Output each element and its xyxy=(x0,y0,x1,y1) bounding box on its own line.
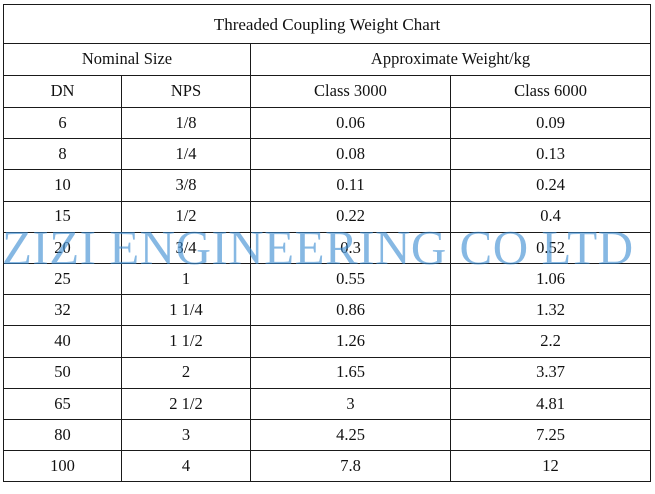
approximate-weight-header: Approximate Weight/kg xyxy=(249,43,652,76)
cell-nps: 3/8 xyxy=(121,169,251,202)
cell-class-6000: 7.25 xyxy=(449,418,652,452)
cell-class-6000: 1.32 xyxy=(449,294,652,327)
cell-class-6000: 0.52 xyxy=(449,231,652,264)
cell-class-3000: 0.22 xyxy=(250,200,451,233)
cell-nps: 4 xyxy=(121,450,251,483)
cell-class-6000: 12 xyxy=(449,450,652,483)
table-title: Threaded Coupling Weight Chart xyxy=(2,4,652,44)
cell-nps: 3 xyxy=(121,418,251,452)
cell-class-6000: 0.24 xyxy=(449,169,652,202)
cell-class-3000: 4.25 xyxy=(250,418,451,452)
column-header-class-3000: Class 3000 xyxy=(250,75,451,108)
table-row: 20 3/4 0.3 0.52 xyxy=(3,231,652,264)
cell-nps: 2 1/2 xyxy=(121,387,251,420)
table-row: 32 1 1/4 0.86 1.32 xyxy=(3,294,652,327)
cell-nps: 2 xyxy=(121,356,251,389)
cell-class-3000: 0.08 xyxy=(250,138,451,171)
cell-nps: 1 1/2 xyxy=(121,325,251,358)
table-title-row: Threaded Coupling Weight Chart xyxy=(2,4,652,44)
cell-class-6000: 1.06 xyxy=(449,262,652,296)
cell-dn: 40 xyxy=(3,325,122,358)
cell-dn: 10 xyxy=(3,169,122,202)
cell-nps: 1/8 xyxy=(121,106,251,140)
cell-class-3000: 0.86 xyxy=(250,294,451,327)
column-header-dn: DN xyxy=(3,75,122,108)
cell-dn: 100 xyxy=(3,450,122,483)
cell-dn: 6 xyxy=(3,106,122,140)
table-row: 40 1 1/2 1.26 2.2 xyxy=(3,325,652,358)
cell-class-3000: 7.8 xyxy=(250,450,451,483)
cell-dn: 80 xyxy=(3,418,122,452)
cell-class-3000: 3 xyxy=(250,387,451,420)
column-header-row: DN NPS Class 3000 Class 6000 xyxy=(3,75,652,108)
table-row: 25 1 0.55 1.06 xyxy=(3,262,652,296)
cell-class-6000: 0.09 xyxy=(449,106,652,140)
cell-class-6000: 0.13 xyxy=(449,138,652,171)
cell-class-6000: 3.37 xyxy=(449,356,652,389)
table-body: 6 1/8 0.06 0.09 8 1/4 0.08 0.13 10 3/8 0.11 0.24 15 1… xyxy=(3,106,652,483)
cell-class-6000: 4.81 xyxy=(449,387,652,420)
cell-dn: 20 xyxy=(3,231,122,264)
cell-nps: 1 xyxy=(121,262,251,296)
table-row: 50 2 1.65 3.37 xyxy=(3,356,652,389)
cell-class-3000: 0.06 xyxy=(250,106,451,140)
table-row: 8 1/4 0.08 0.13 xyxy=(3,138,652,171)
cell-dn: 65 xyxy=(3,387,122,420)
cell-class-6000: 0.4 xyxy=(449,200,652,233)
cell-class-6000: 2.2 xyxy=(449,325,652,358)
column-header-class-6000: Class 6000 xyxy=(449,75,652,108)
cell-dn: 32 xyxy=(3,294,122,327)
cell-nps: 1/2 xyxy=(121,200,251,233)
cell-dn: 50 xyxy=(3,356,122,389)
cell-dn: 8 xyxy=(3,138,122,171)
cell-dn: 25 xyxy=(3,262,122,296)
table-row: 10 3/8 0.11 0.24 xyxy=(3,169,652,202)
cell-dn: 15 xyxy=(3,200,122,233)
column-header-nps: NPS xyxy=(121,75,251,108)
cell-class-3000: 0.11 xyxy=(250,169,451,202)
cell-class-3000: 0.55 xyxy=(250,262,451,296)
nominal-size-header: Nominal Size xyxy=(3,43,251,76)
cell-class-3000: 0.3 xyxy=(250,231,451,264)
table-row: 100 4 7.8 12 xyxy=(3,450,652,483)
group-header-row: Nominal Size Approximate Weight/kg xyxy=(3,43,652,76)
cell-class-3000: 1.26 xyxy=(250,325,451,358)
weight-chart-table: Threaded Coupling Weight Chart Nominal S… xyxy=(2,4,652,483)
cell-nps: 1 1/4 xyxy=(121,294,251,327)
cell-nps: 1/4 xyxy=(121,138,251,171)
table-row: 6 1/8 0.06 0.09 xyxy=(3,106,652,140)
table-row: 80 3 4.25 7.25 xyxy=(3,418,652,452)
table-row: 65 2 1/2 3 4.81 xyxy=(3,387,652,420)
table-row: 15 1/2 0.22 0.4 xyxy=(3,200,652,233)
cell-class-3000: 1.65 xyxy=(250,356,451,389)
cell-nps: 3/4 xyxy=(121,231,251,264)
